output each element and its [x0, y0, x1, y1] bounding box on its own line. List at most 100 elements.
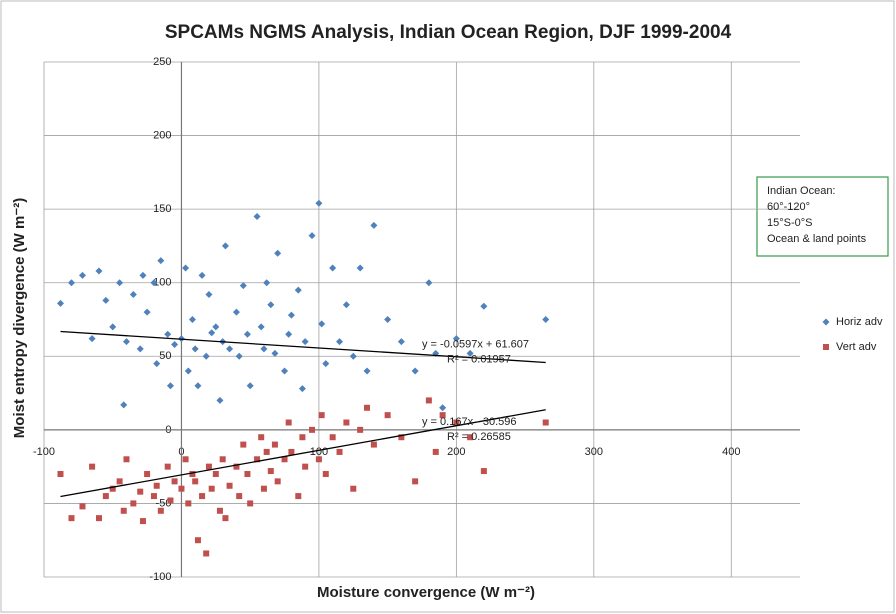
point [285, 330, 293, 338]
point [343, 419, 350, 426]
x-tick-label: 400 [722, 446, 740, 458]
point [288, 448, 295, 455]
point [192, 478, 199, 485]
point [466, 349, 474, 357]
point [67, 279, 75, 287]
point [370, 221, 378, 229]
point [95, 267, 103, 275]
point [267, 468, 274, 475]
point [109, 485, 116, 492]
point [182, 456, 189, 463]
point [68, 515, 75, 522]
point [425, 279, 433, 287]
annotation-text: Indian Ocean: [767, 185, 836, 197]
point [263, 448, 270, 455]
point [244, 471, 251, 477]
point [129, 290, 137, 298]
point [167, 497, 174, 504]
point [139, 518, 146, 525]
point [302, 463, 309, 470]
point [315, 199, 323, 207]
annotation-text: Ocean & land points [767, 233, 867, 245]
point [542, 316, 550, 323]
point [198, 271, 206, 279]
point [157, 507, 164, 514]
point [271, 349, 279, 357]
point [203, 550, 210, 557]
point [257, 323, 265, 331]
point [384, 316, 392, 323]
point [137, 488, 144, 495]
point [364, 404, 371, 411]
x-axis-label: Moisture convergence (W m⁻²) [317, 584, 535, 601]
point [318, 412, 325, 419]
point [166, 382, 174, 390]
x-tick-label: -100 [33, 446, 55, 458]
chart-title: SPCAMs NGMS Analysis, Indian Ocean Regio… [165, 22, 732, 43]
point [208, 485, 215, 492]
point [171, 478, 178, 485]
point [411, 367, 419, 375]
point [232, 308, 240, 316]
point [164, 330, 172, 338]
point [357, 426, 364, 433]
point [236, 493, 243, 500]
point [143, 308, 151, 316]
point [480, 468, 487, 475]
point [299, 434, 306, 441]
trendline [60, 409, 546, 498]
point [212, 471, 219, 477]
y-tick-label: 50 [159, 350, 171, 362]
point [120, 507, 127, 514]
point [56, 299, 64, 307]
point [57, 471, 64, 477]
point [243, 330, 251, 338]
point [78, 271, 86, 279]
point [194, 537, 201, 544]
y-tick-label: -100 [149, 571, 171, 583]
point [247, 500, 254, 507]
point [384, 412, 391, 419]
point [281, 367, 289, 375]
point [349, 352, 357, 360]
point [263, 279, 271, 287]
point [153, 360, 161, 368]
y-axis-label: Moist entropy divergence (W m⁻²) [11, 198, 28, 438]
point [452, 335, 460, 343]
point [153, 482, 160, 489]
point [274, 478, 281, 485]
point [350, 485, 357, 492]
y-tick-label: 150 [153, 203, 171, 215]
point [102, 493, 109, 500]
point [189, 471, 196, 477]
point [425, 397, 432, 404]
trendline-equation: y = -0.0597x + 61.607 [422, 338, 529, 350]
point [318, 320, 326, 328]
point [439, 412, 446, 419]
point [301, 338, 309, 346]
point [182, 264, 190, 272]
point [480, 302, 488, 310]
point [178, 485, 185, 492]
point [258, 434, 265, 441]
point [208, 329, 216, 337]
point [216, 396, 224, 404]
point [274, 249, 282, 257]
point [240, 441, 247, 448]
point [295, 493, 302, 500]
point [171, 341, 179, 349]
point [122, 338, 130, 346]
point [116, 279, 124, 287]
point [260, 345, 268, 353]
point [363, 367, 371, 375]
point [88, 335, 96, 343]
point [199, 493, 206, 500]
point [467, 434, 474, 441]
point [150, 279, 158, 287]
point [336, 448, 343, 455]
point [246, 382, 254, 390]
x-tick-label: 300 [585, 446, 603, 458]
point [144, 471, 151, 477]
